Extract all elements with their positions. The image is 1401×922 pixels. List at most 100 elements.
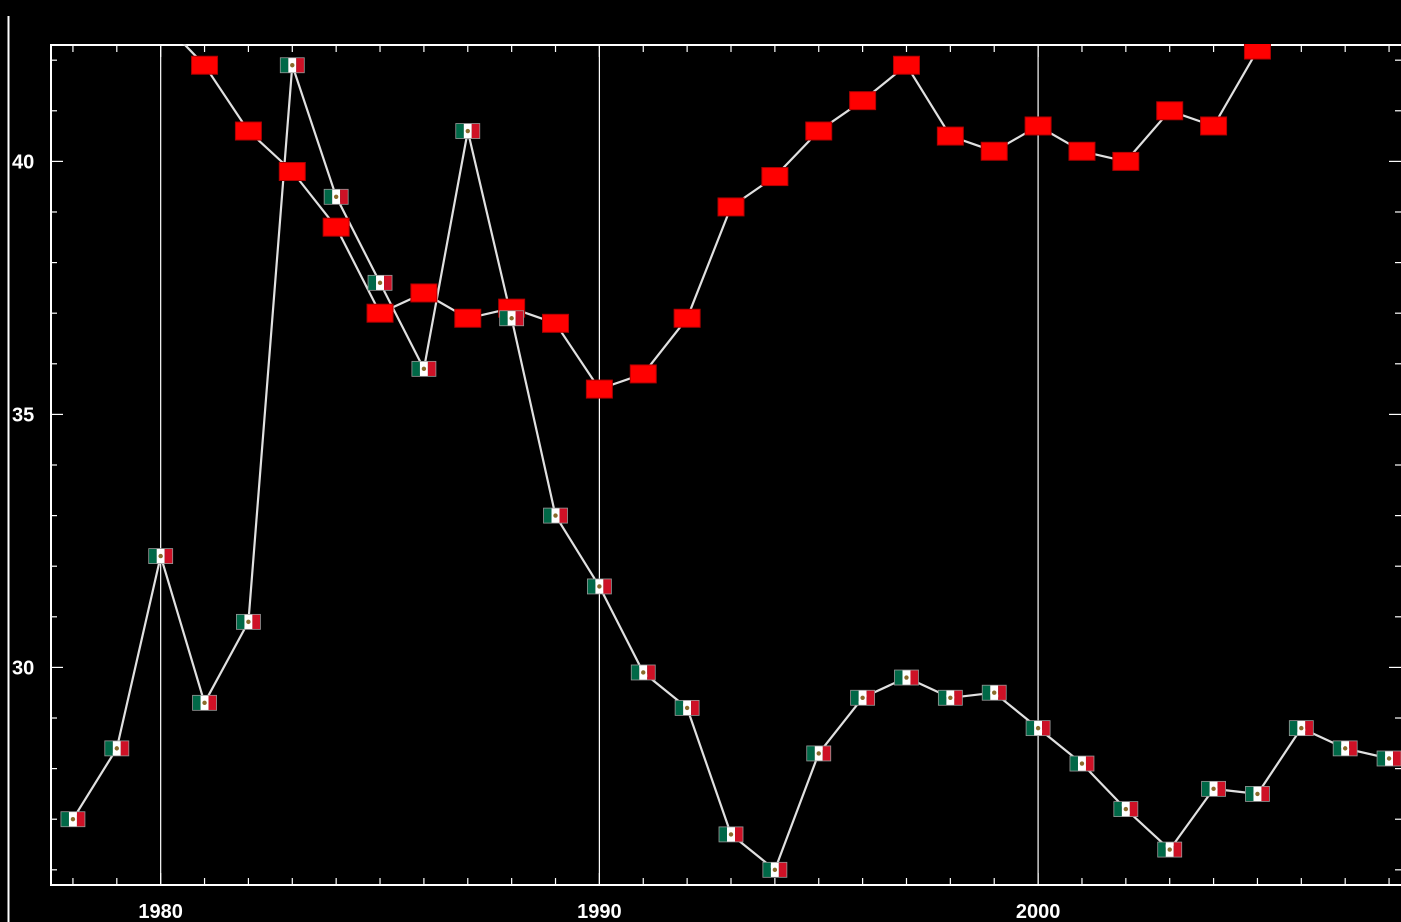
flag-stripe-red <box>384 275 393 291</box>
flag-stripe-red <box>120 740 129 756</box>
x-axis-tick-labels: 1980 1990 2000 <box>138 901 1060 922</box>
flag-border <box>236 613 261 630</box>
flag-border <box>1157 841 1183 858</box>
red-square-marker <box>849 91 877 111</box>
flag-emblem <box>1386 756 1392 761</box>
flag-stripe-green <box>982 685 991 701</box>
flag-emblem <box>246 619 251 625</box>
flag-stripe-red <box>603 578 612 594</box>
flag-emblem <box>992 690 997 695</box>
flag-stripe-red <box>252 614 261 630</box>
red-square-marker <box>191 55 219 75</box>
flag-emblem <box>1167 847 1172 852</box>
red-square-marker <box>892 55 920 75</box>
flag-stripe-green <box>938 690 947 706</box>
flag-border <box>323 188 349 205</box>
flag-stripe-green <box>368 275 377 291</box>
mexico-flag-marker <box>981 684 1007 701</box>
mexico-flag-marker <box>1288 720 1314 737</box>
flag-emblem <box>114 746 120 751</box>
flag-emblem <box>1123 806 1129 812</box>
flag-stripe-green <box>543 508 552 524</box>
flag-border <box>1069 755 1095 772</box>
mexico-flag-marker <box>1201 780 1226 797</box>
flag-stripe-red <box>910 670 919 686</box>
flag-stripe-red <box>866 690 875 706</box>
flag-stripe-red <box>1085 756 1094 772</box>
flag-stripe-green <box>60 811 69 827</box>
red-square-marker <box>936 126 964 146</box>
mexico-flag-marker <box>1069 755 1095 772</box>
red-square-marker <box>322 217 350 237</box>
flag-stripe-green <box>806 745 815 761</box>
flag-stripe-green <box>675 700 684 716</box>
flag-border <box>981 684 1007 701</box>
mexico-flag-marker <box>411 360 437 377</box>
flag-stripe-green <box>587 578 596 594</box>
red-square-marker <box>761 167 789 187</box>
flag-border <box>1332 740 1358 757</box>
flag-stripe-red <box>296 57 305 73</box>
mexico-flag-marker <box>1376 750 1401 767</box>
flag-border <box>411 360 437 377</box>
red-square-marker <box>542 313 570 333</box>
flag-stripe-red <box>340 189 349 205</box>
flag-stripe-red <box>515 310 524 326</box>
flag-emblem <box>1299 725 1304 731</box>
mexico-flag-marker <box>543 507 568 524</box>
flag-stripe-red <box>822 745 831 761</box>
flag-border <box>543 507 568 524</box>
flag-stripe-green <box>762 862 771 878</box>
flag-stripe-green <box>1026 720 1035 736</box>
flag-emblem <box>1035 725 1041 731</box>
mexico-flag-marker <box>762 861 788 878</box>
red-square-marker <box>454 308 482 328</box>
flag-border <box>894 669 919 686</box>
flag-stripe-green <box>1113 801 1122 817</box>
flag-border <box>192 694 217 711</box>
flag-stripe-red <box>1173 842 1182 858</box>
flag-stripe-green <box>236 614 245 630</box>
flag-stripe-green <box>1201 781 1210 797</box>
flag-emblem <box>948 695 953 700</box>
flag-emblem <box>290 63 295 68</box>
flag-stripe-red <box>998 685 1007 701</box>
flag-stripe-green <box>411 361 420 377</box>
flag-stripe-red <box>1349 740 1358 756</box>
flag-stripe-red <box>1042 720 1051 736</box>
mexico-flag-marker <box>367 274 393 291</box>
flag-border <box>630 664 656 681</box>
red-square-marker <box>1200 116 1228 136</box>
flag-border <box>718 826 744 843</box>
y-tick-label: 40 <box>12 151 34 173</box>
flag-stripe-red <box>76 811 85 827</box>
mexico-flag-marker <box>586 578 612 595</box>
flag-stripe-green <box>192 695 201 711</box>
flag-stripe-red <box>1305 720 1314 736</box>
y-axis-tick-labels: 30 35 40 <box>12 151 34 679</box>
flag-emblem <box>728 832 734 837</box>
flag-border <box>148 548 174 564</box>
mexico-flag-marker <box>674 699 700 716</box>
flag-emblem <box>465 128 470 134</box>
flag-stripe-red <box>164 548 173 564</box>
mexico-flag-marker <box>148 548 174 564</box>
flag-border <box>104 740 130 757</box>
mexico-flag-marker <box>192 694 217 711</box>
series-layer <box>60 44 1401 878</box>
mexico-flag-marker <box>1113 801 1139 817</box>
flag-stripe-green <box>894 670 903 686</box>
flag-stripe-green <box>1377 750 1386 766</box>
flag-border <box>1245 786 1270 802</box>
mexico-flag-marker <box>236 613 261 630</box>
flag-stripe-green <box>324 189 333 205</box>
flag-emblem <box>1342 746 1348 751</box>
red-square-marker <box>980 141 1008 161</box>
flag-border <box>850 689 876 706</box>
flag-emblem <box>904 675 909 680</box>
flag-emblem <box>597 584 602 589</box>
flag-border <box>1025 720 1051 737</box>
flag-stripe-red <box>735 826 743 842</box>
flag-emblem <box>158 553 163 559</box>
